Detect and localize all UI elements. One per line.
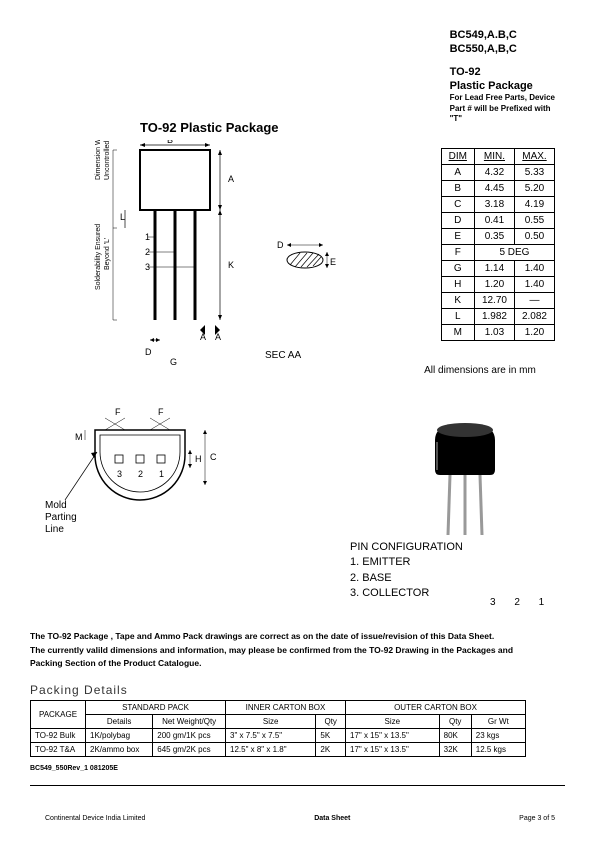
pin-1: 1. EMITTER [350,555,463,570]
svg-text:A: A [200,332,206,342]
svg-text:M: M [75,432,83,442]
packing-table: PACKAGE STANDARD PACK INNER CARTON BOX O… [30,700,526,757]
header-note2: Part # will be Prefixed with [450,104,555,114]
svg-text:L: L [120,212,125,222]
part-number-1: BC549,A.B,C [450,28,555,42]
package-notes: The TO-92 Package , Tape and Ammo Pack d… [30,630,513,671]
mold-parting-label: Mold Parting Line [45,500,77,536]
svg-text:F: F [115,407,121,417]
svg-text:1: 1 [159,469,164,479]
dim-note: All dimensions are in mm [405,365,555,376]
page-footer: Continental Device India Limited Data Sh… [45,815,555,822]
svg-text:Beyond 'L': Beyond 'L' [104,238,111,270]
svg-text:G: G [170,357,177,367]
pin-2: 2. BASE [350,571,463,586]
svg-text:K: K [228,260,234,270]
svg-text:A: A [228,174,234,184]
svg-text:D: D [145,347,152,357]
svg-text:E: E [330,257,336,267]
svg-text:Dimension With 'L': Dimension With 'L' [95,140,102,180]
package-sub: Plastic Package [450,79,555,93]
package-code: TO-92 [450,65,555,79]
footer-page: Page 3 of 5 [519,815,555,822]
section-aa-label: SEC AA [265,350,301,361]
svg-text:B: B [167,140,173,145]
packing-title: Packing Details [30,683,128,697]
footer-rule [30,785,565,786]
svg-text:2: 2 [138,469,143,479]
to92-front-diagram: B A K 1 2 3 L D G A A [45,140,385,370]
revision: BC549_550Rev_1 081205E [30,765,118,772]
pin-configuration: PIN CONFIGURATION 1. EMITTER 2. BASE 3. … [350,540,463,602]
svg-text:Uncontrolled: Uncontrolled [104,141,111,180]
pin-numbers: 3 2 1 [490,597,552,608]
dim-header-dim: DIM [441,149,474,165]
svg-text:Solderability Ensured: Solderability Ensured [95,224,102,290]
svg-text:D: D [277,240,284,250]
svg-text:F: F [158,407,164,417]
header-note1: For Lead Free Parts, Device [450,93,555,103]
footer-company: Continental Device India Limited [45,815,145,822]
pin-config-title: PIN CONFIGURATION [350,540,463,555]
part-number-2: BC550,A,B,C [450,42,555,56]
to92-3d-icon [420,420,510,542]
dimension-table: DIM MIN. MAX. A4.325.33 B4.455.20 C3.184… [441,148,555,341]
dim-header-max: MAX. [514,149,554,165]
pin-3: 3. COLLECTOR [350,586,463,601]
svg-text:C: C [210,452,217,462]
svg-text:H: H [195,454,202,464]
header-note3: "T" [450,114,555,124]
svg-text:3: 3 [117,469,122,479]
diagram-title: TO-92 Plastic Package [140,120,279,135]
footer-title: Data Sheet [314,815,350,822]
dim-header-min: MIN. [474,149,514,165]
header-part-info: BC549,A.B,C BC550,A,B,C TO-92 Plastic Pa… [450,28,555,124]
